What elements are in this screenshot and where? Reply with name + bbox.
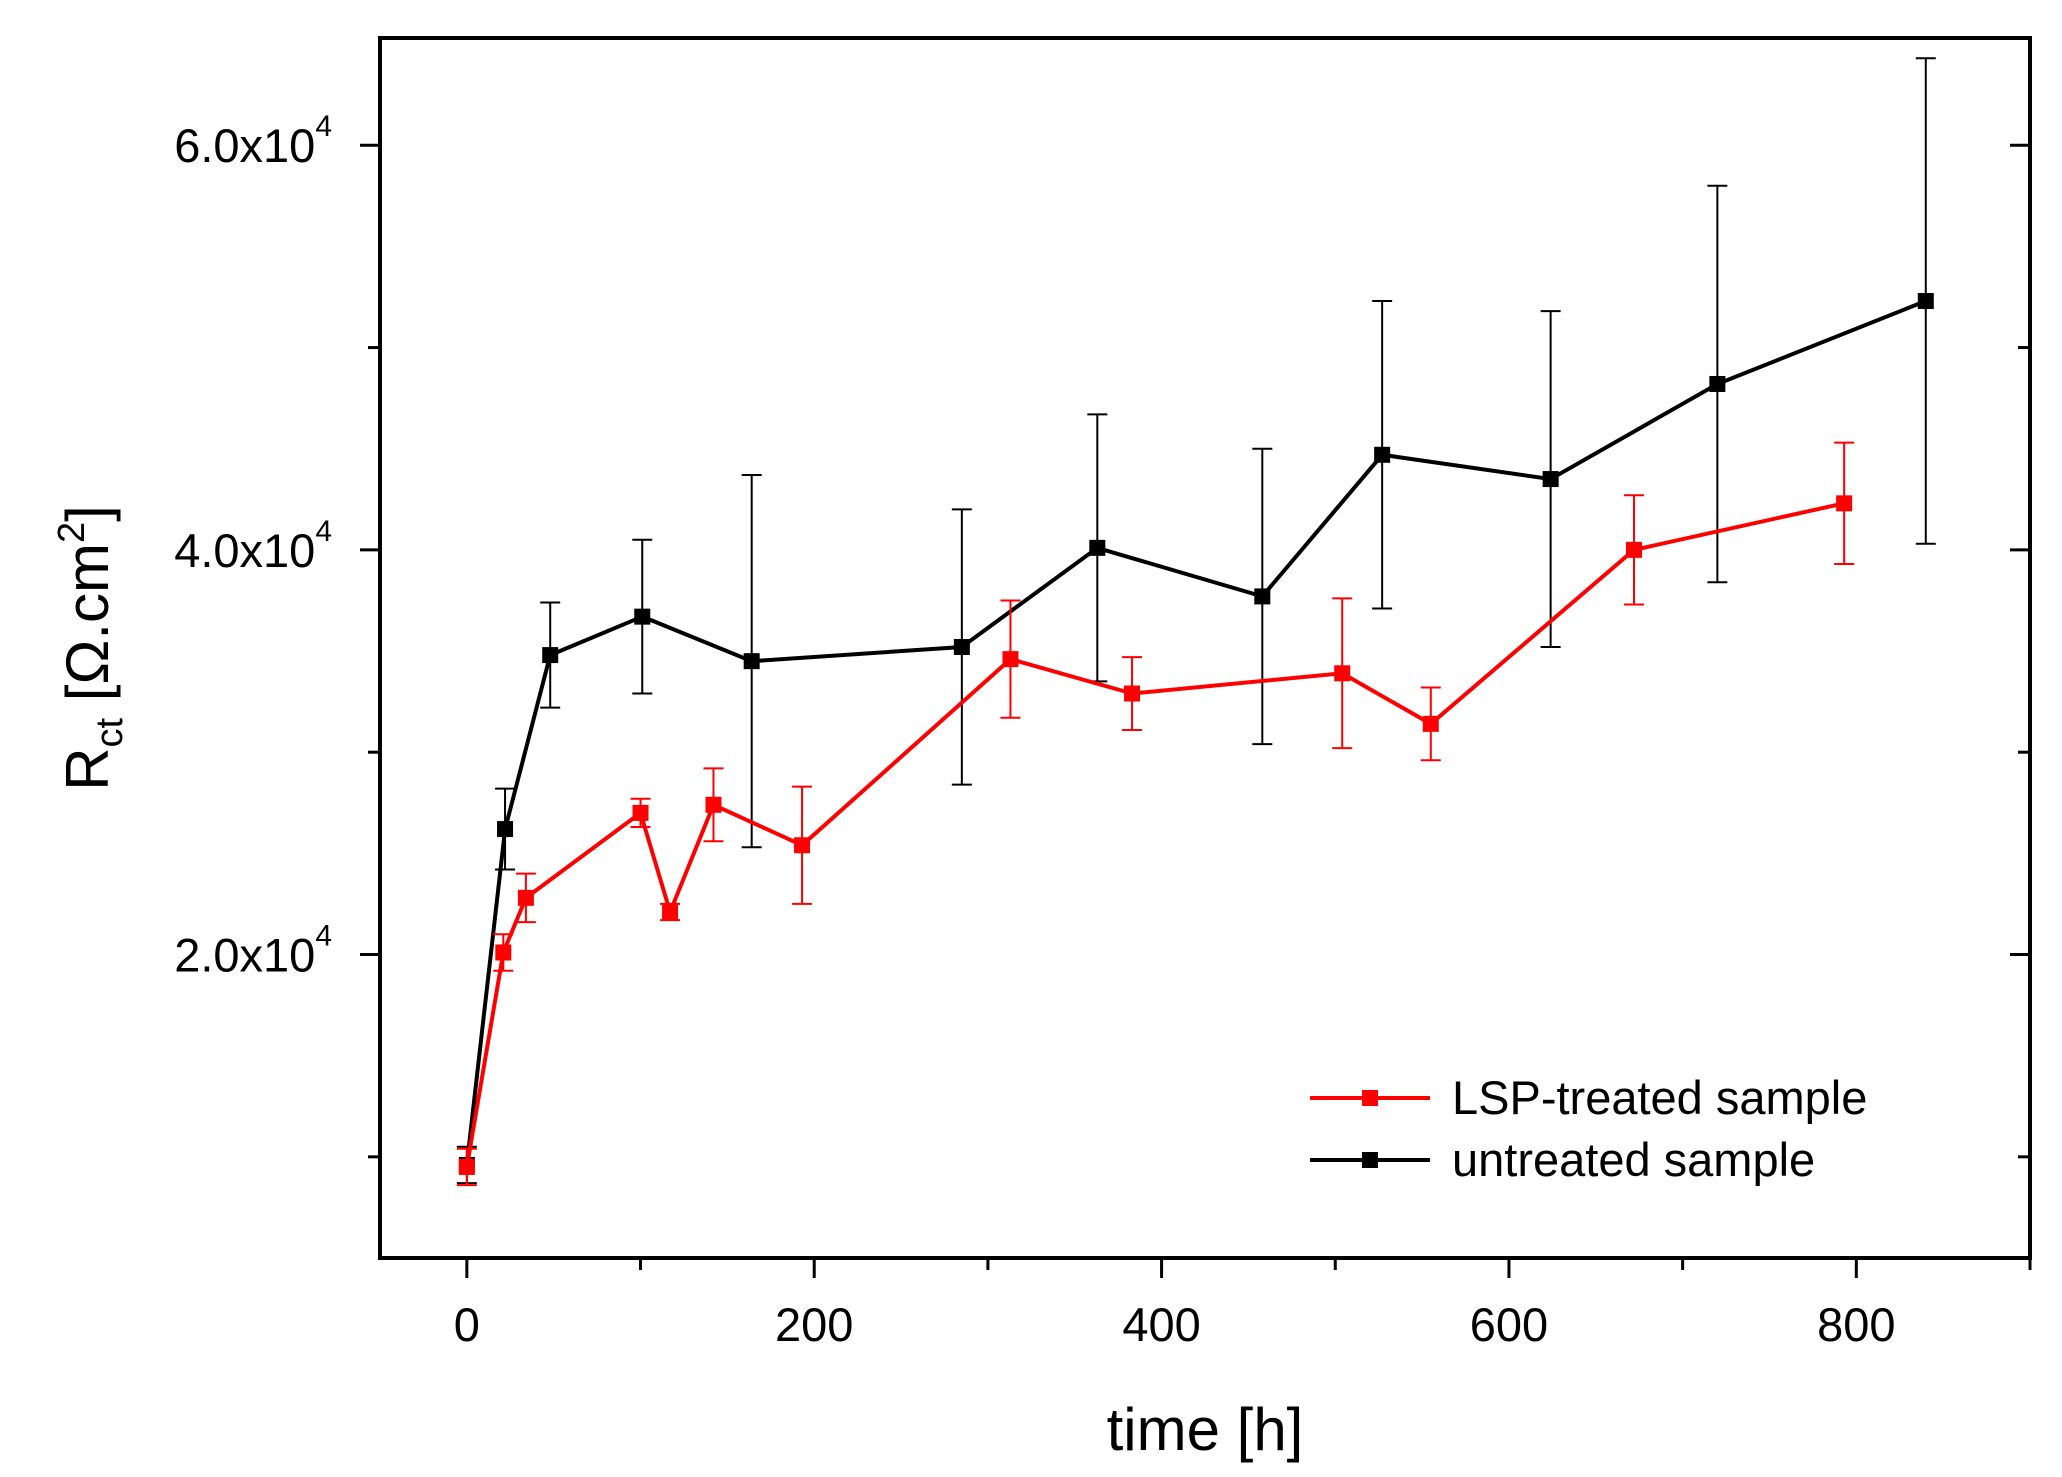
- x-tick-label: 800: [1817, 1298, 1895, 1351]
- data-point-marker: [1374, 446, 1391, 463]
- y-axis-title-unit: [Ω.cm: [54, 543, 121, 718]
- series-layer: [456, 57, 1936, 1187]
- data-point-marker: [632, 804, 649, 821]
- y-tick-mantissa: 2.0x10: [174, 929, 315, 982]
- data-point-marker: [1002, 651, 1019, 668]
- data-point-marker: [517, 889, 534, 906]
- y-tick-mantissa: 6.0x10: [174, 119, 315, 172]
- y-tick-exponent: 4: [315, 920, 332, 953]
- data-point-marker: [662, 904, 679, 921]
- x-axis-title: time [h]: [1107, 1396, 1304, 1463]
- data-point-marker: [705, 796, 722, 813]
- legend: LSP-treated sample untreated sample: [1310, 1071, 1867, 1186]
- y-axis-title-main: R: [54, 747, 121, 790]
- data-point-marker: [1124, 685, 1141, 702]
- data-point-marker: [1254, 588, 1271, 605]
- data-point-marker: [1626, 541, 1642, 558]
- y-axis-title-close: ]: [54, 505, 121, 522]
- y-tick-label: 4.0x104: [174, 515, 332, 577]
- data-point-marker: [1917, 293, 1934, 310]
- data-point-marker: [1542, 471, 1559, 488]
- series-untreated: [456, 57, 1936, 1185]
- legend-marker: [1362, 1152, 1378, 1168]
- data-point-marker: [458, 1158, 475, 1175]
- x-tick-label: 200: [775, 1298, 853, 1351]
- series-line: [464, 501, 1845, 1168]
- y-axis-title-subscript: ct: [89, 717, 131, 747]
- data-point-marker: [497, 821, 514, 838]
- y-tick-mantissa: 4.0x10: [174, 524, 315, 577]
- data-point-marker: [743, 653, 760, 670]
- data-point-marker: [794, 837, 811, 854]
- y-axis-title-superscript: 2: [51, 522, 93, 543]
- data-point-marker: [1836, 495, 1853, 512]
- legend-item: untreated sample: [1310, 1133, 1815, 1186]
- x-tick-label: 0: [454, 1298, 480, 1351]
- series-lsp-treated: [456, 441, 1855, 1187]
- legend-label: LSP-treated sample: [1452, 1071, 1867, 1124]
- data-point-marker: [634, 608, 651, 625]
- data-point-marker: [495, 944, 512, 961]
- data-point-marker: [1334, 665, 1351, 682]
- y-tick-label: 2.0x104: [174, 920, 332, 982]
- legend-label: untreated sample: [1452, 1133, 1815, 1186]
- data-point-marker: [1089, 539, 1106, 556]
- legend-marker: [1362, 1090, 1378, 1106]
- legend-item: LSP-treated sample: [1310, 1071, 1867, 1124]
- y-tick-exponent: 4: [315, 110, 332, 143]
- y-tick-exponent: 4: [315, 515, 332, 548]
- y-tick-label: 6.0x104: [174, 110, 332, 172]
- x-tick-label: 600: [1470, 1298, 1548, 1351]
- axis-ticks: [360, 143, 2032, 1278]
- data-point-marker: [1422, 715, 1439, 732]
- series-line: [464, 299, 1927, 1166]
- data-point-marker: [1709, 375, 1726, 392]
- data-point-marker: [953, 638, 970, 655]
- y-axis-title: Rct [Ω.cm2]: [51, 505, 131, 791]
- plot-frame: [378, 36, 2032, 1260]
- x-tick-label: 400: [1122, 1298, 1200, 1351]
- plot-area: [378, 36, 2032, 1260]
- data-point-marker: [542, 647, 559, 664]
